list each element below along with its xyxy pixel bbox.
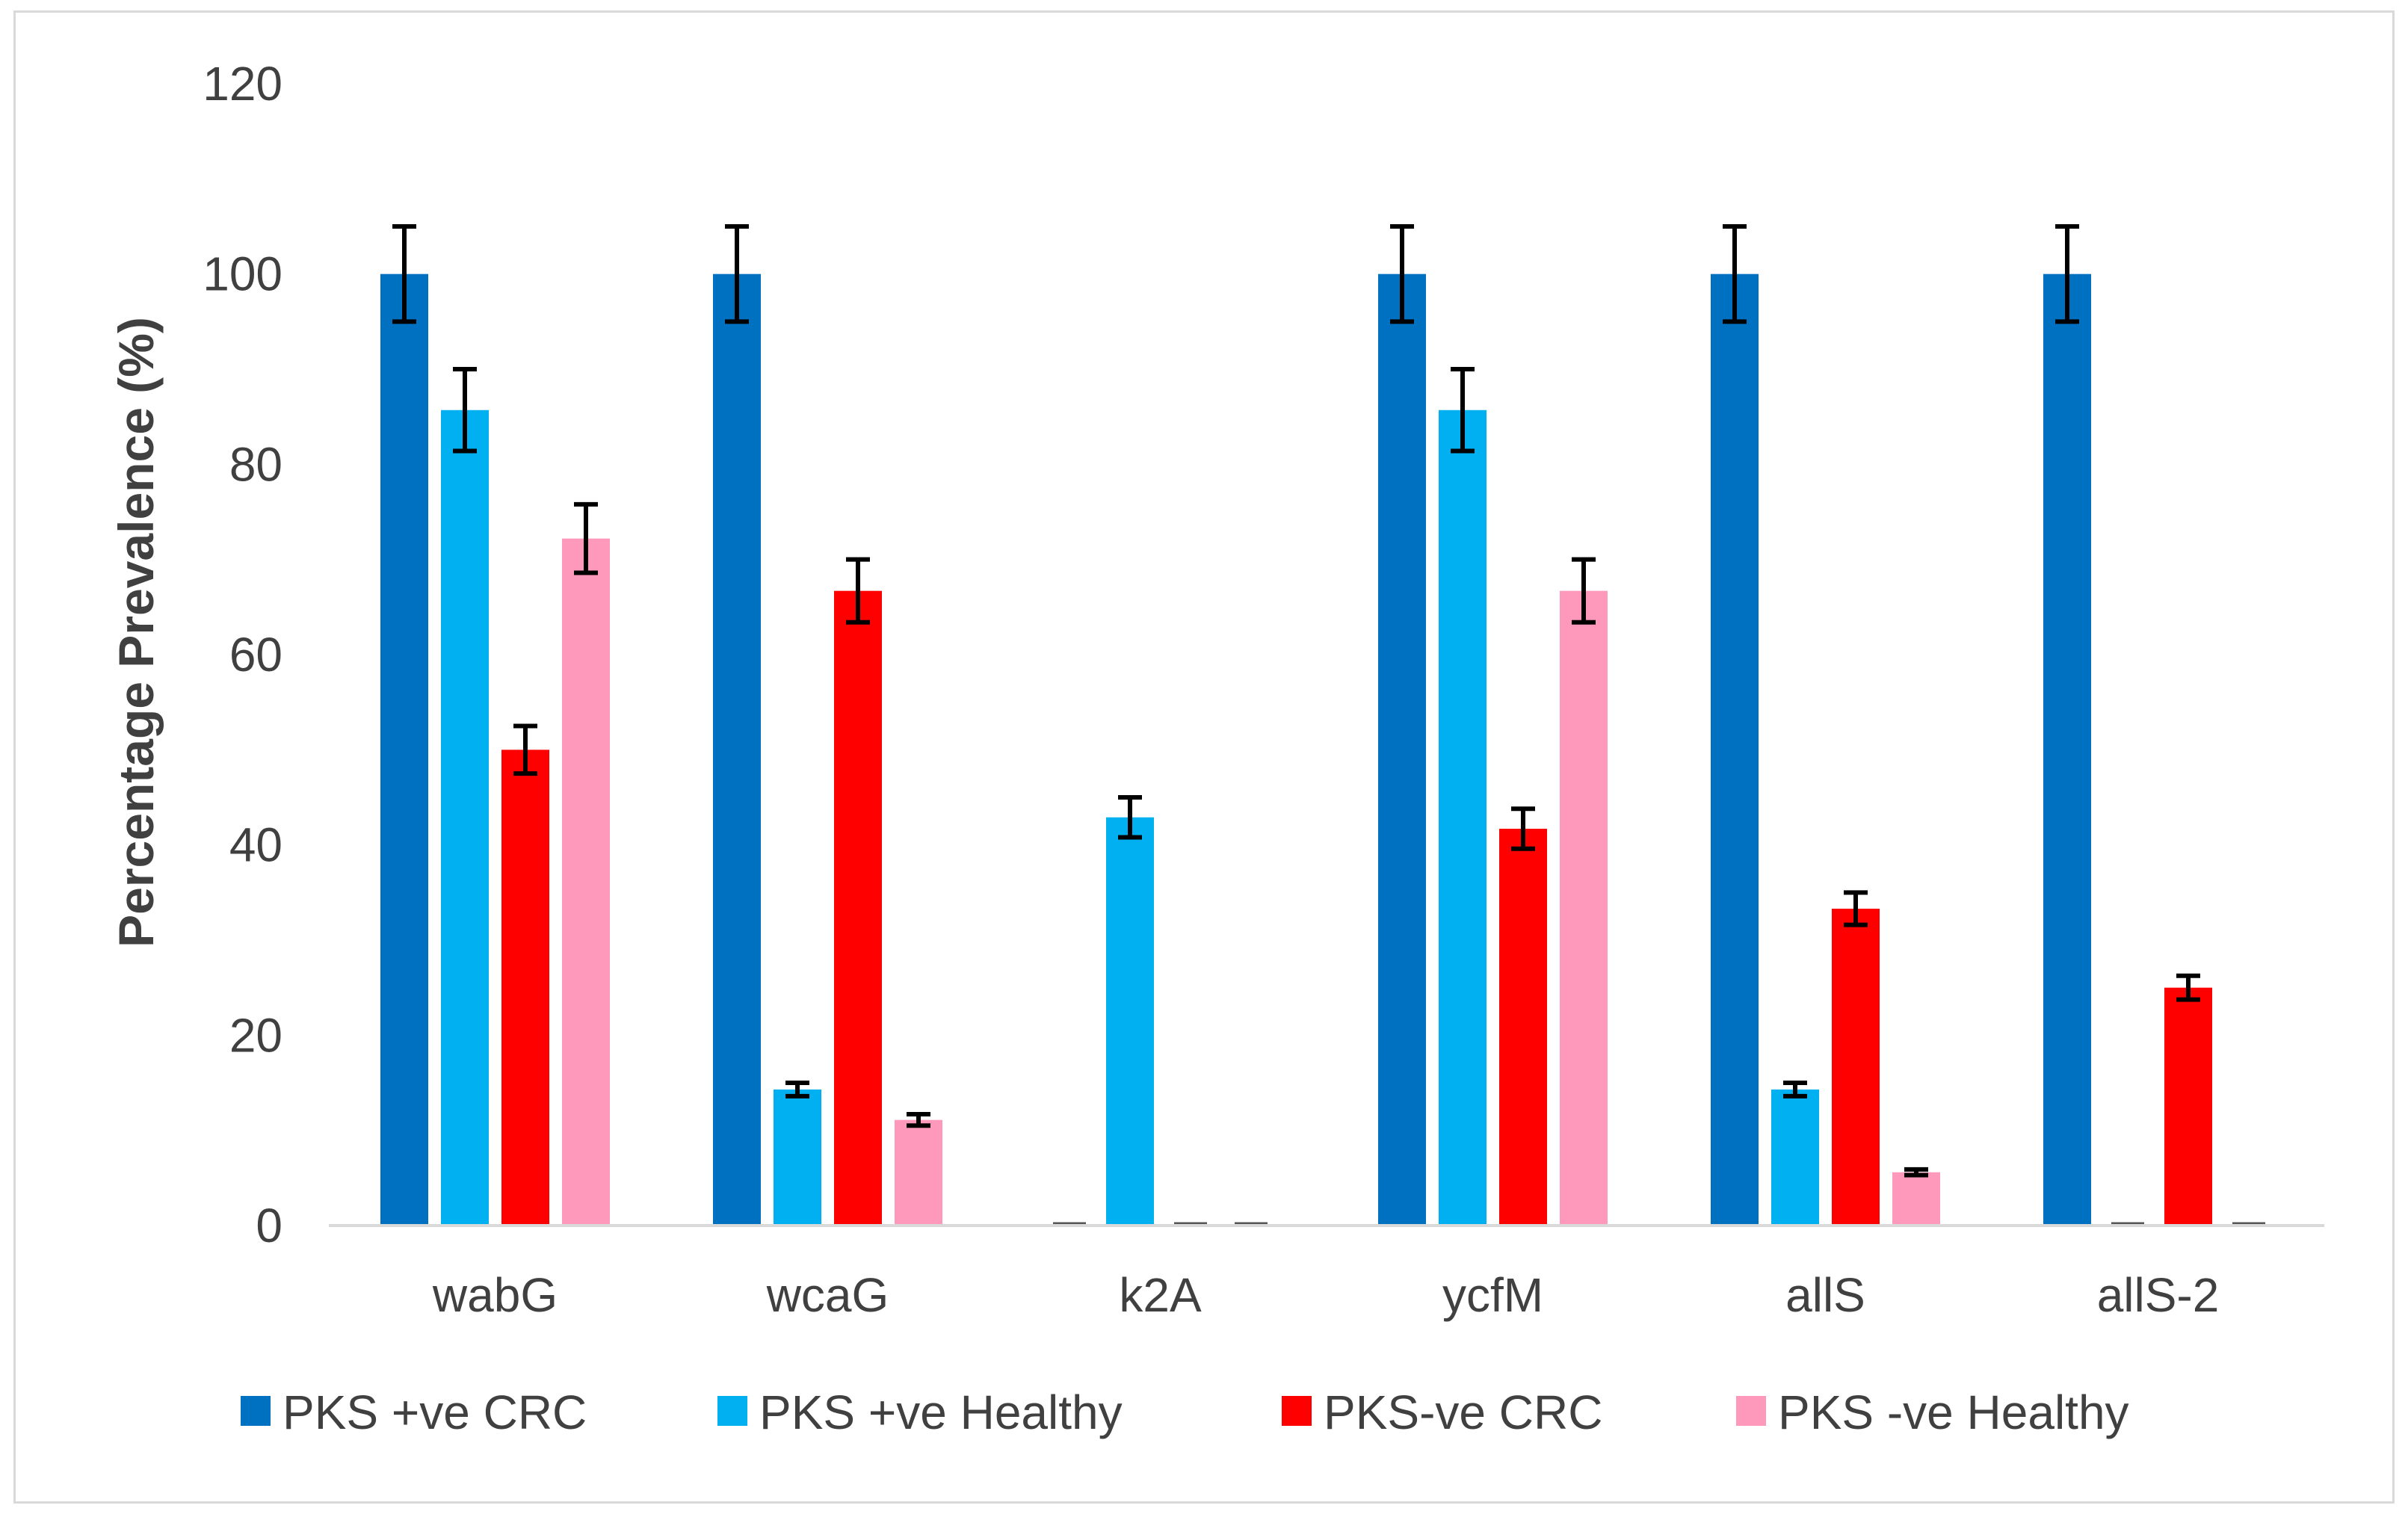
legend-item: PKS +ve CRC bbox=[241, 1385, 587, 1439]
y-tick-label: 0 bbox=[256, 1199, 283, 1252]
bar bbox=[1378, 274, 1426, 1226]
bar bbox=[1771, 1089, 1819, 1226]
bars-layer bbox=[380, 274, 2212, 1226]
legend-swatch bbox=[241, 1396, 271, 1426]
bar bbox=[2043, 274, 2091, 1226]
bar bbox=[895, 1119, 942, 1226]
legend-label: PKS +ve Healthy bbox=[759, 1385, 1123, 1439]
legend-swatch bbox=[1736, 1396, 1766, 1426]
bar bbox=[1832, 908, 1880, 1226]
x-tick-label: wabG bbox=[432, 1268, 558, 1322]
y-axis-ticks: 0 20 40 60 80 100 120 bbox=[203, 57, 283, 1252]
y-axis-label: Percentage Prevalence (%) bbox=[108, 317, 164, 948]
legend-label: PKS +ve CRC bbox=[283, 1385, 587, 1439]
bar bbox=[1711, 274, 1759, 1226]
x-tick-label: wcaG bbox=[766, 1268, 889, 1322]
bar bbox=[1560, 590, 1608, 1226]
legend-item: PKS -ve Healthy bbox=[1736, 1385, 2129, 1439]
y-tick-label: 120 bbox=[203, 57, 283, 111]
bar bbox=[380, 274, 428, 1226]
bar bbox=[2164, 987, 2212, 1226]
x-tick-label: allS bbox=[1785, 1268, 1865, 1322]
legend-label: PKS -ve Healthy bbox=[1778, 1385, 2129, 1439]
bar bbox=[834, 590, 882, 1226]
bar bbox=[501, 750, 549, 1226]
bar bbox=[1499, 829, 1547, 1226]
bar bbox=[1892, 1172, 1940, 1226]
bar bbox=[774, 1089, 821, 1226]
x-axis-ticks: wabG wcaG k2A ycfM allS allS-2 bbox=[432, 1268, 2219, 1322]
bar bbox=[562, 538, 610, 1226]
bar bbox=[441, 410, 489, 1226]
legend-item: PKS-ve CRC bbox=[1282, 1385, 1602, 1439]
legend-swatch bbox=[1282, 1396, 1312, 1426]
bar bbox=[1106, 817, 1154, 1226]
y-tick-label: 60 bbox=[229, 628, 283, 682]
x-tick-label: k2A bbox=[1119, 1268, 1202, 1322]
y-tick-label: 80 bbox=[229, 437, 283, 491]
legend-swatch bbox=[717, 1396, 747, 1426]
y-tick-label: 20 bbox=[229, 1008, 283, 1062]
legend: PKS +ve CRC PKS +ve Healthy PKS-ve CRC PKS … bbox=[241, 1385, 2129, 1439]
y-tick-label: 100 bbox=[203, 247, 283, 301]
bar bbox=[713, 274, 761, 1226]
bar bbox=[1439, 410, 1487, 1226]
y-tick-label: 40 bbox=[229, 818, 283, 872]
x-tick-label: allS-2 bbox=[2097, 1268, 2220, 1322]
error-bars-layer bbox=[392, 224, 2265, 1225]
legend-item: PKS +ve Healthy bbox=[717, 1385, 1123, 1439]
x-tick-label: ycfM bbox=[1442, 1268, 1543, 1322]
legend-label: PKS-ve CRC bbox=[1324, 1385, 1602, 1439]
